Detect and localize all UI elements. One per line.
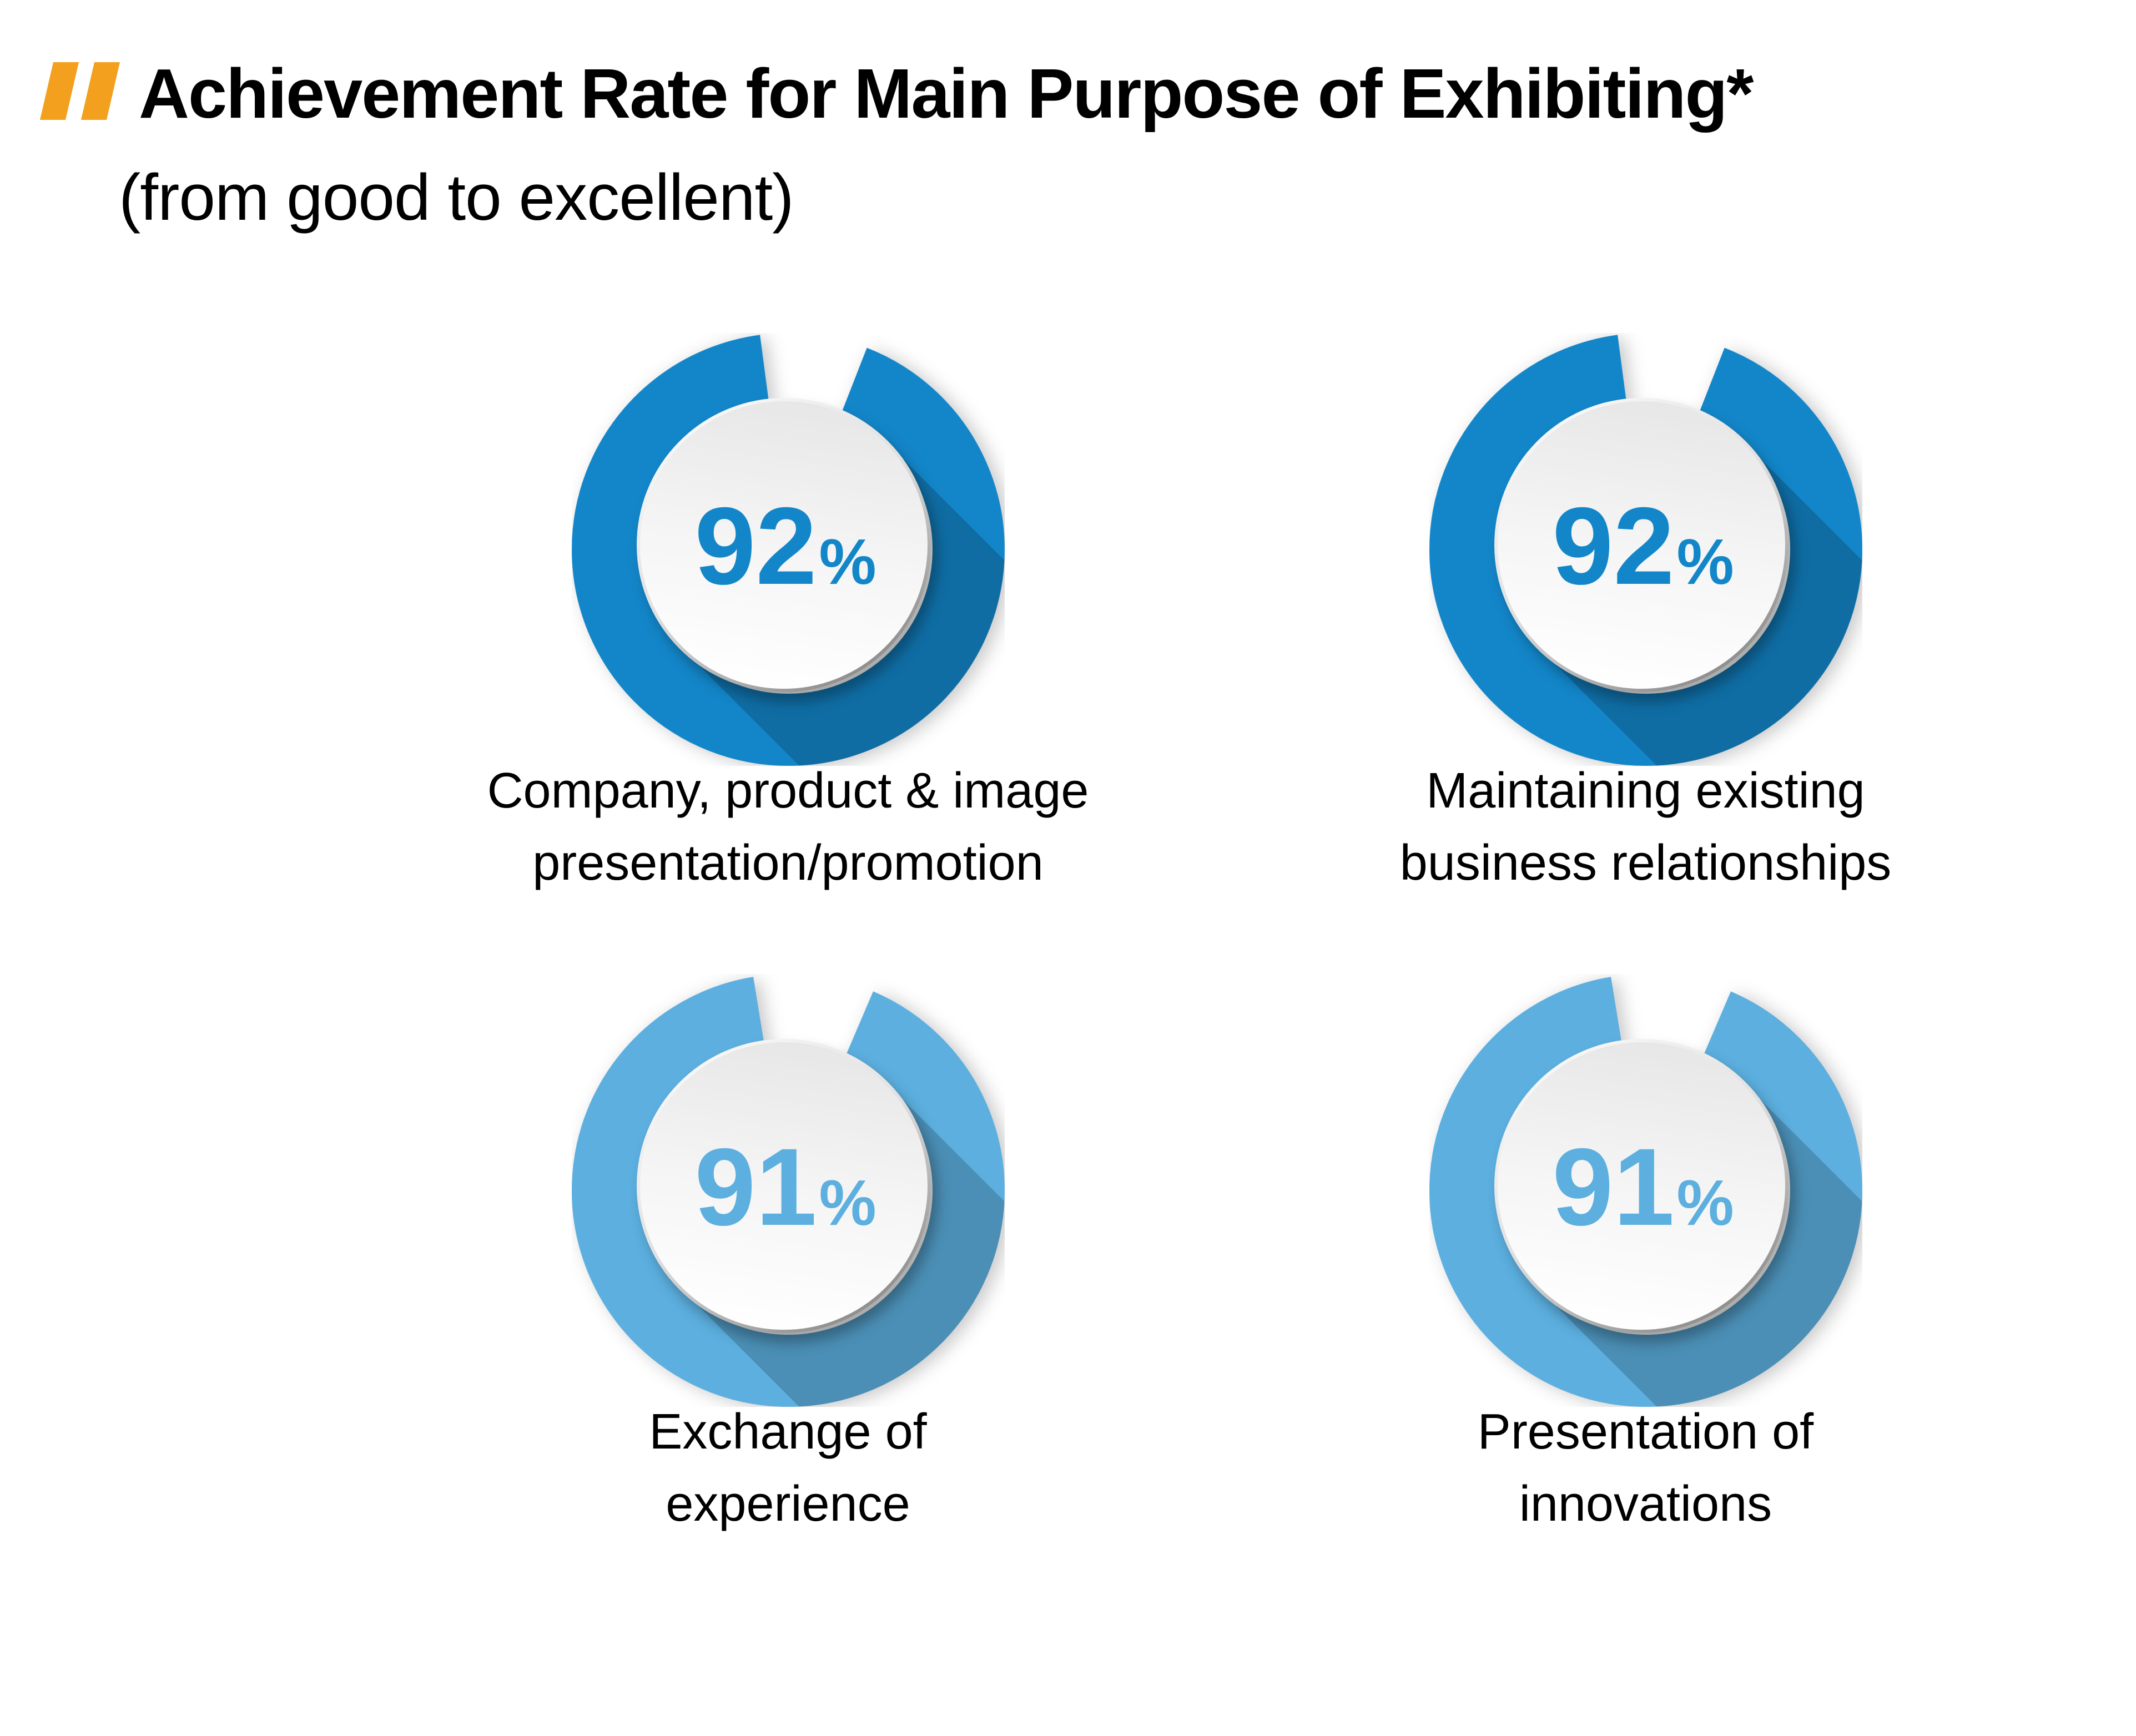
marker-bar [80,62,120,120]
gauge-label-line1: Exchange of [649,1404,927,1460]
gauge-inner-circle [636,398,931,692]
gauge-label: Company, product & image presentation/pr… [359,755,1217,899]
gauge-ring [571,974,1005,1407]
donut-chart: 92% [1429,333,1862,766]
donut-chart: 91% [571,974,1005,1407]
gauge-inner-circle [1494,1039,1789,1333]
gauge-ring [571,333,1005,766]
gauge-panel: 92% Maintaining existing business relati… [1217,333,2074,899]
gauge-label-line2: innovations [1519,1476,1772,1532]
marker-bar [39,62,79,120]
gauge-value: 91% [1552,1126,1734,1248]
gauge-label-line1: Presentation of [1477,1404,1814,1460]
donut-chart: 92% [571,333,1005,766]
gauge-label-line2: experience [666,1476,910,1532]
page-title: Achievement Rate for Main Purpose of Exh… [139,54,1754,133]
gauge-value: 91% [694,1126,876,1248]
gauge-inner-circle [1494,398,1789,692]
gauge-inner-circle [636,1039,931,1333]
gauge-label-line2: business relationships [1399,835,1892,891]
page-subtitle: (from good to excellent) [119,161,794,234]
gauge-panel: 91% Presentation of innovations [1217,974,2074,1540]
title-marker-icon [39,62,120,120]
gauge-ring [1429,333,1862,766]
donut-chart: 91% [1429,974,1862,1407]
gauge-panel: 92% Company, product & image presentatio… [359,333,1217,899]
gauge-label: Maintaining existing business relationsh… [1217,755,2074,899]
gauge-label-line1: Maintaining existing [1426,763,1865,819]
gauge-label: Exchange of experience [359,1396,1217,1540]
gauge-panel: 91% Exchange of experience [359,974,1217,1540]
gauge-label-line2: presentation/promotion [532,835,1044,891]
gauge-label: Presentation of innovations [1217,1396,2074,1540]
gauge-label-line1: Company, product & image [487,763,1089,819]
gauge-value: 92% [1552,485,1734,607]
gauge-value: 92% [694,485,876,607]
